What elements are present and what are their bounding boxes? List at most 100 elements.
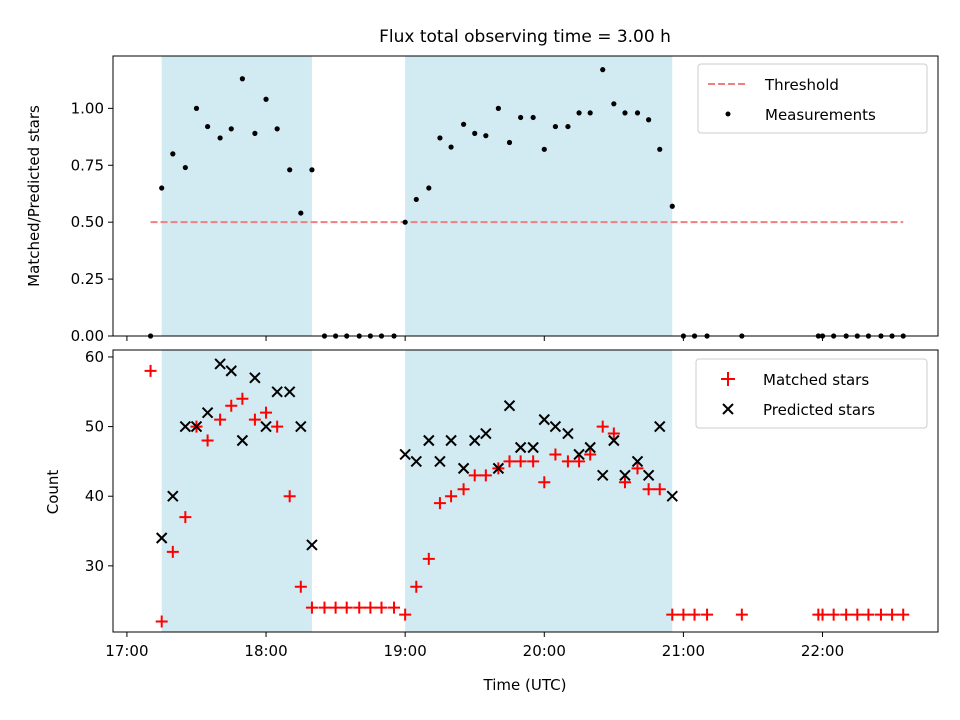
measurement-point: [309, 167, 315, 173]
matched-stars-point: [573, 455, 586, 468]
predicted-stars-point: [155, 532, 168, 544]
matched-stars-point: [294, 580, 307, 593]
measurement-point: [182, 164, 188, 171]
x-tick-label: 19:00: [384, 642, 427, 660]
measurement-point: [495, 105, 501, 111]
predicted-stars-point: [666, 490, 678, 502]
measurement-point: [287, 167, 293, 173]
predicted-stars-point: [480, 427, 492, 440]
matched-stars-point: [388, 601, 401, 614]
matched-stars-point: [688, 608, 701, 621]
measurement-point: [426, 185, 432, 191]
predicted-stars-point: [236, 434, 249, 447]
predicted-stars-point: [597, 469, 609, 482]
measurement-point: [657, 146, 663, 152]
matched-stars-point: [144, 364, 157, 377]
measurement-point: [518, 114, 524, 121]
bottom-y-tick-label: 50: [85, 418, 104, 436]
top-y-axis-label: Matched/Predicted stars: [25, 105, 43, 287]
predicted-stars-point: [562, 427, 574, 440]
measurement-point: [413, 196, 419, 203]
predicted-stars-point: [201, 406, 214, 419]
predicted-stars-point: [573, 448, 585, 461]
matched-stars-point: [353, 601, 366, 614]
matched-stars-point: [851, 608, 864, 621]
matched-stars-point: [607, 427, 620, 440]
matched-stars-point: [862, 608, 875, 621]
matched-stars-point: [329, 601, 342, 614]
predicted-stars-point: [527, 441, 539, 454]
top-y-tick-label: 0.00: [71, 327, 104, 345]
measurement-point: [576, 110, 582, 116]
measurement-point: [205, 123, 211, 130]
observing-window-shade: [405, 350, 673, 632]
matched-stars-point: [260, 406, 273, 419]
measurement-point: [170, 151, 176, 157]
chart-title: Flux total observing time = 3.00 h: [379, 27, 671, 47]
bottom-y-axis-label: Count: [44, 470, 62, 515]
matched-stars-point: [653, 483, 666, 496]
predicted-stars-point: [445, 434, 457, 447]
x-tick-label: 22:00: [801, 642, 844, 660]
matched-stars-point: [445, 490, 458, 503]
x-tick-label: 21:00: [662, 642, 705, 660]
predicted-stars-point: [503, 399, 516, 412]
bottom-axes-frame: [112, 349, 939, 633]
measurement-point: [530, 114, 536, 121]
matched-stars-point: [666, 608, 679, 621]
measurement-point: [483, 133, 489, 139]
top-y-tick-label: 1.00: [71, 99, 104, 117]
measurement-point: [669, 203, 675, 209]
measurement-point: [622, 110, 628, 116]
top-y-tick-label: 0.75: [71, 156, 104, 174]
predicted-stars-point: [434, 455, 446, 468]
predicted-stars-point: [410, 455, 422, 468]
matched-stars-point: [584, 448, 597, 461]
matched-stars-point: [596, 420, 609, 433]
predicted-stars-point: [283, 386, 296, 398]
measurement-point: [252, 130, 258, 136]
matched-stars-point: [677, 608, 690, 621]
legend-measurements-label: Measurements: [765, 106, 876, 124]
bottom-legend: Matched stars Predicted stars: [695, 358, 928, 429]
predicted-stars-point: [423, 434, 435, 447]
predicted-stars-point: [260, 420, 272, 433]
matched-stars-point: [897, 608, 910, 621]
matched-stars-point: [618, 476, 631, 489]
measurement-point: [217, 135, 223, 141]
matched-stars-point: [457, 483, 470, 496]
predicted-stars-point: [654, 420, 666, 433]
predicted-stars-point: [271, 386, 283, 398]
predicted-stars-point: [249, 372, 261, 384]
matched-stars-point: [468, 469, 481, 482]
matched-stars-point: [283, 490, 296, 503]
matched-stars-point: [840, 608, 853, 621]
legend-measurements-swatch: [725, 111, 731, 117]
measurement-point: [298, 210, 304, 216]
matched-stars-point: [214, 413, 227, 426]
matched-stars-point: [201, 434, 214, 447]
matched-stars-point: [375, 601, 388, 614]
predicted-stars-point: [514, 441, 527, 454]
predicted-stars-point: [549, 420, 562, 433]
predicted-stars-point: [225, 365, 237, 377]
predicted-stars-point: [167, 490, 179, 502]
top-y-tick-label: 0.50: [71, 213, 104, 231]
matched-stars-point: [422, 552, 435, 565]
measurement-point: [239, 76, 245, 82]
measurement-point: [565, 123, 571, 130]
matched-stars-point: [701, 608, 714, 621]
measurement-point: [506, 139, 513, 146]
matched-stars-point: [514, 455, 527, 468]
matched-stars-point: [503, 455, 516, 468]
predicted-stars-point: [642, 469, 655, 482]
matched-stars-point: [271, 420, 284, 433]
measurement-point: [228, 126, 234, 132]
observing-window-shade: [161, 350, 312, 632]
measurement-point: [646, 117, 652, 123]
matched-stars-point: [305, 601, 318, 614]
matched-stars-point: [549, 448, 562, 461]
measurement-point: [541, 146, 547, 152]
measurement-point: [600, 67, 606, 73]
